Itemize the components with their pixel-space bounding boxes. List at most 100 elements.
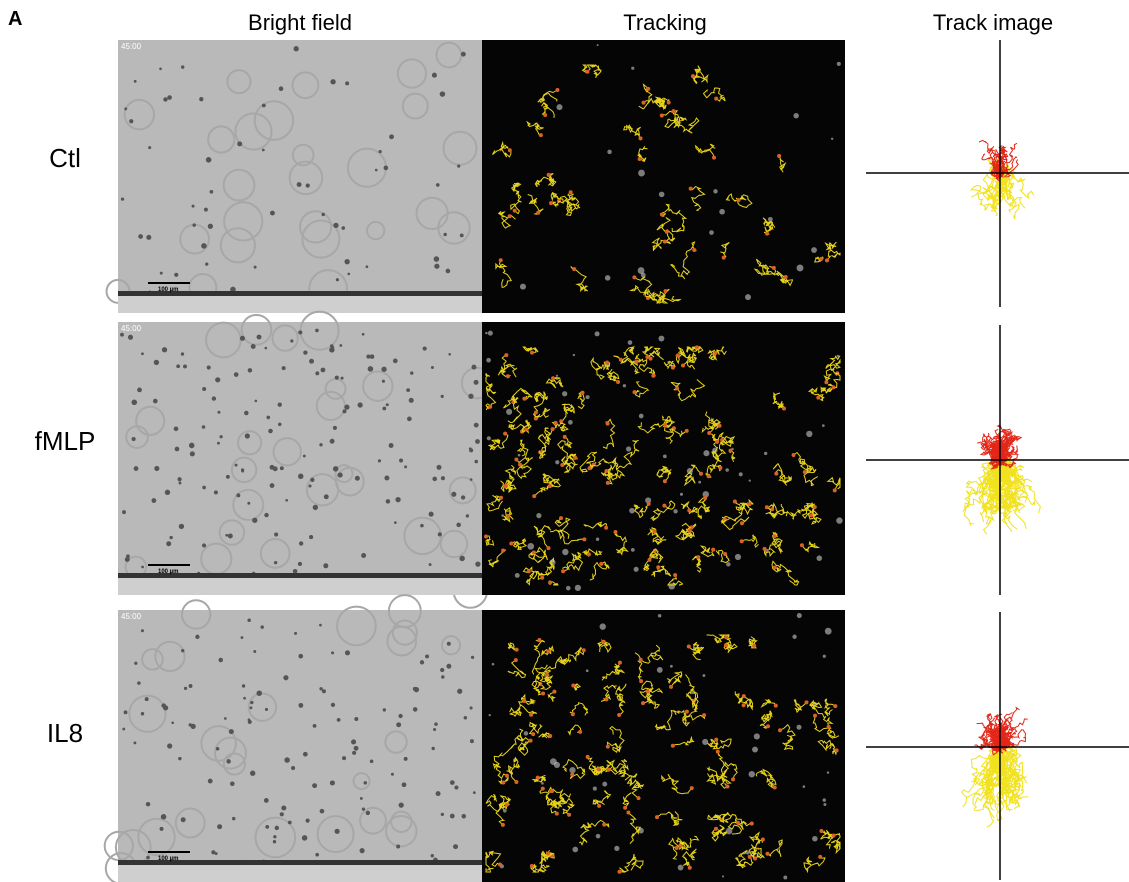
cell <box>308 484 311 487</box>
cell-marker <box>505 803 509 807</box>
cell <box>128 335 133 340</box>
fluorescent-cell <box>837 62 841 66</box>
fluorescent-cell <box>607 150 611 154</box>
cell <box>431 854 434 857</box>
cell-marker <box>819 257 823 261</box>
figure: A Bright field Tracking Track image Ctl4… <box>0 0 1129 882</box>
cell-marker <box>605 361 609 365</box>
cell <box>313 724 317 728</box>
cell <box>207 365 211 369</box>
cell <box>210 190 214 194</box>
channel-below <box>118 865 482 882</box>
cell <box>270 483 275 488</box>
cell <box>281 805 286 810</box>
cell <box>253 650 256 653</box>
cell <box>138 234 143 239</box>
tracking-image <box>482 322 845 595</box>
cell-marker <box>618 661 622 665</box>
cell <box>242 684 245 687</box>
scale-bar-label: 100 µm <box>158 287 178 293</box>
cell <box>434 256 440 262</box>
cell-marker <box>532 551 536 555</box>
cell <box>160 827 164 831</box>
cell-marker <box>818 855 822 859</box>
fluorescent-cell <box>586 669 589 672</box>
cell <box>224 717 227 720</box>
cell <box>284 757 290 763</box>
channel-below <box>118 296 482 313</box>
cell <box>137 681 140 684</box>
fluorescent-cell <box>562 391 567 396</box>
cell <box>379 150 382 153</box>
cell <box>315 853 319 857</box>
cell <box>237 141 242 146</box>
cell-marker <box>501 823 505 827</box>
fluorescent-cell <box>663 454 667 458</box>
cell-marker <box>639 679 643 683</box>
fluorescent-cell <box>555 460 559 464</box>
cell <box>235 464 238 467</box>
fluorescent-cell <box>515 573 520 578</box>
cell-marker <box>504 353 508 357</box>
cell <box>381 367 386 372</box>
cell-marker <box>703 496 707 500</box>
cell <box>331 651 334 654</box>
cell-marker <box>673 573 677 577</box>
cell-marker <box>667 100 671 104</box>
fluorescent-cell <box>823 655 826 658</box>
column-header: Tracking <box>623 10 707 35</box>
cell-marker <box>503 432 507 436</box>
cell-marker <box>541 787 545 791</box>
cell-marker <box>681 364 685 368</box>
fluorescent-cell <box>486 358 491 363</box>
cell <box>358 402 363 407</box>
cell-marker <box>765 232 769 236</box>
cell <box>208 779 213 784</box>
cell <box>192 205 195 208</box>
fluorescent-cell <box>831 138 833 140</box>
cell <box>181 65 184 68</box>
cell-marker <box>714 97 718 101</box>
fluorescent-cell <box>726 562 730 566</box>
cell <box>217 411 220 414</box>
cell <box>364 781 367 784</box>
cell <box>250 771 255 776</box>
cell <box>247 619 251 623</box>
cell <box>273 835 276 838</box>
cell <box>306 819 310 823</box>
cell-marker <box>604 697 608 701</box>
cell-marker <box>498 863 502 867</box>
cell <box>190 451 195 456</box>
cell <box>323 563 328 568</box>
image-background <box>118 40 482 313</box>
cell <box>175 447 180 452</box>
fluorescent-cell <box>764 452 767 455</box>
cell <box>382 407 386 411</box>
fluorescent-cell <box>749 480 751 482</box>
cell <box>474 380 479 385</box>
cell-marker <box>696 555 700 559</box>
fluorescent-cell <box>600 623 606 629</box>
cell <box>195 635 199 639</box>
cell-marker <box>733 499 737 503</box>
cell-marker <box>616 380 620 384</box>
cell-marker <box>587 552 591 556</box>
cell-marker <box>514 780 518 784</box>
cell <box>229 729 234 734</box>
cell <box>184 687 187 690</box>
fluorescent-cell <box>811 247 817 253</box>
cell <box>436 791 441 796</box>
cell-marker <box>699 472 703 476</box>
cell <box>219 435 222 438</box>
cell <box>362 807 365 810</box>
timestamp: 45:00 <box>121 324 142 333</box>
cell <box>166 541 171 546</box>
cell <box>315 371 319 375</box>
cell-marker <box>761 837 765 841</box>
cell <box>414 687 419 692</box>
cell <box>298 330 302 334</box>
cell <box>297 182 302 187</box>
cell-marker <box>832 834 836 838</box>
cell-marker <box>740 539 744 543</box>
cell-marker <box>660 114 664 118</box>
